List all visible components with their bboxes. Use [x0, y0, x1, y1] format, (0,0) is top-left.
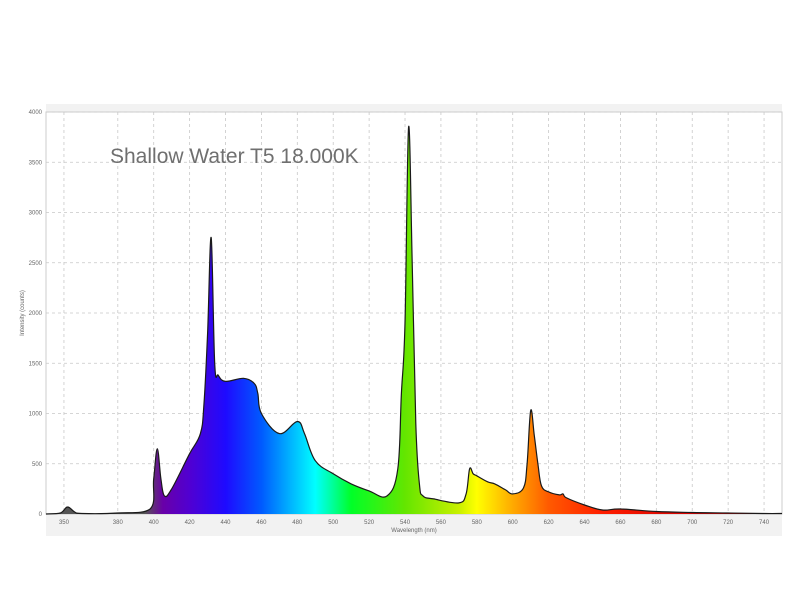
x-axis-label: Wavelength (nm) — [391, 528, 436, 534]
x-tick-label: 440 — [221, 520, 232, 526]
x-tick-label: 680 — [651, 520, 662, 526]
y-tick-label: 1500 — [29, 361, 43, 367]
y-tick-label: 0 — [39, 512, 43, 518]
x-tick-label: 520 — [364, 520, 375, 526]
x-tick-label: 740 — [759, 520, 770, 526]
y-tick-label: 3000 — [29, 211, 43, 217]
spectrum-area — [46, 126, 782, 514]
x-tick-label: 480 — [292, 520, 303, 526]
spectrum-series — [45, 125, 783, 515]
x-tick-label: 350 — [59, 520, 70, 526]
x-tick-label: 500 — [328, 520, 339, 526]
x-tick-label: 700 — [687, 520, 698, 526]
x-tick-label: 540 — [400, 520, 411, 526]
y-tick-label: 500 — [32, 462, 43, 468]
x-tick-label: 640 — [580, 520, 591, 526]
y-axis-label: Intensity (counts) — [20, 290, 26, 336]
y-tick-label: 2500 — [29, 261, 43, 267]
annotation: Shallow Water T5 18.000K — [110, 145, 359, 168]
x-tick-label: 660 — [615, 520, 626, 526]
y-tick-label: 2000 — [29, 311, 43, 317]
spectrum-line — [45, 125, 783, 515]
y-tick-label: 1000 — [29, 412, 43, 418]
y-tick-label: 4000 — [29, 110, 43, 116]
x-tick-label: 560 — [436, 520, 447, 526]
y-tick-label: 3500 — [29, 160, 43, 166]
axis-ticks: 350 380 400 420 440 460 480 500 520 540 560 580 600 6… — [29, 110, 770, 526]
x-tick-label: 580 — [472, 520, 483, 526]
x-tick-label: 720 — [723, 520, 734, 526]
x-tick-label: 380 — [113, 520, 124, 526]
x-tick-label: 460 — [256, 520, 267, 526]
x-tick-label: 600 — [508, 520, 519, 526]
x-tick-label: 420 — [185, 520, 196, 526]
x-tick-label: 400 — [149, 520, 160, 526]
x-tick-label: 620 — [544, 520, 555, 526]
